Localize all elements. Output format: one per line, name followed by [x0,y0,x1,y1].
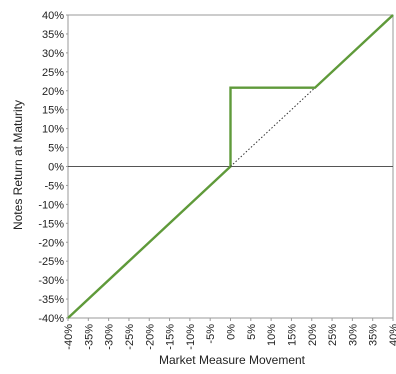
y-tick-label: -40% [38,313,64,325]
x-tick-label: 30% [347,324,359,346]
y-tick-label: 0% [48,162,64,174]
y-tick-label: -5% [44,180,64,192]
x-tick-labels: -40% -35% -30% -25% -20% -15% -10% -5% 0% 5% 10% 15… [63,318,396,350]
y-axis-label: Notes Return at Maturity [11,100,25,230]
y-tick-label: -20% [38,237,64,249]
x-tick-label: -15% [165,324,177,350]
y-tick-labels: 40% 35% 30% 25% 20% 15% 10% 5% 0% -5% -10% -15% -20%… [38,10,68,325]
x-tick-label: 10% [266,324,278,346]
y-tick-label: -10% [38,199,64,211]
x-tick-label: 40% [388,324,396,346]
x-tick-label: -10% [185,324,197,350]
x-tick-label: 0% [226,324,238,340]
x-axis-label: Market Measure Movement [159,353,306,367]
dotted-reference-line [230,87,316,167]
y-tick-label: 30% [42,48,64,60]
plot-area [67,14,394,319]
notes-return-line [67,14,394,319]
x-tick-label: -35% [83,324,95,350]
y-tick-label: 40% [42,10,64,22]
y-tick-label: -25% [38,256,64,268]
x-tick-label: 25% [327,324,339,346]
y-tick-label: -35% [38,294,64,306]
y-tick-label: 20% [42,86,64,98]
y-tick-label: 10% [42,124,64,136]
x-tick-label: -20% [144,324,156,350]
x-tick-label: 20% [307,324,319,346]
x-tick-label: -25% [124,324,136,350]
x-tick-label: 35% [368,324,380,346]
x-tick-label: 5% [246,324,258,340]
y-tick-label: 35% [42,29,64,41]
x-tick-label: -40% [63,324,75,350]
y-tick-label: 15% [42,105,64,117]
y-tick-label: 5% [48,143,64,155]
x-tick-label: 15% [286,324,298,346]
x-tick-label: -30% [104,324,116,350]
y-tick-label: -15% [38,218,64,230]
x-tick-label: -5% [205,324,217,344]
y-tick-label: -30% [38,275,64,287]
y-tick-label: 25% [42,67,64,79]
